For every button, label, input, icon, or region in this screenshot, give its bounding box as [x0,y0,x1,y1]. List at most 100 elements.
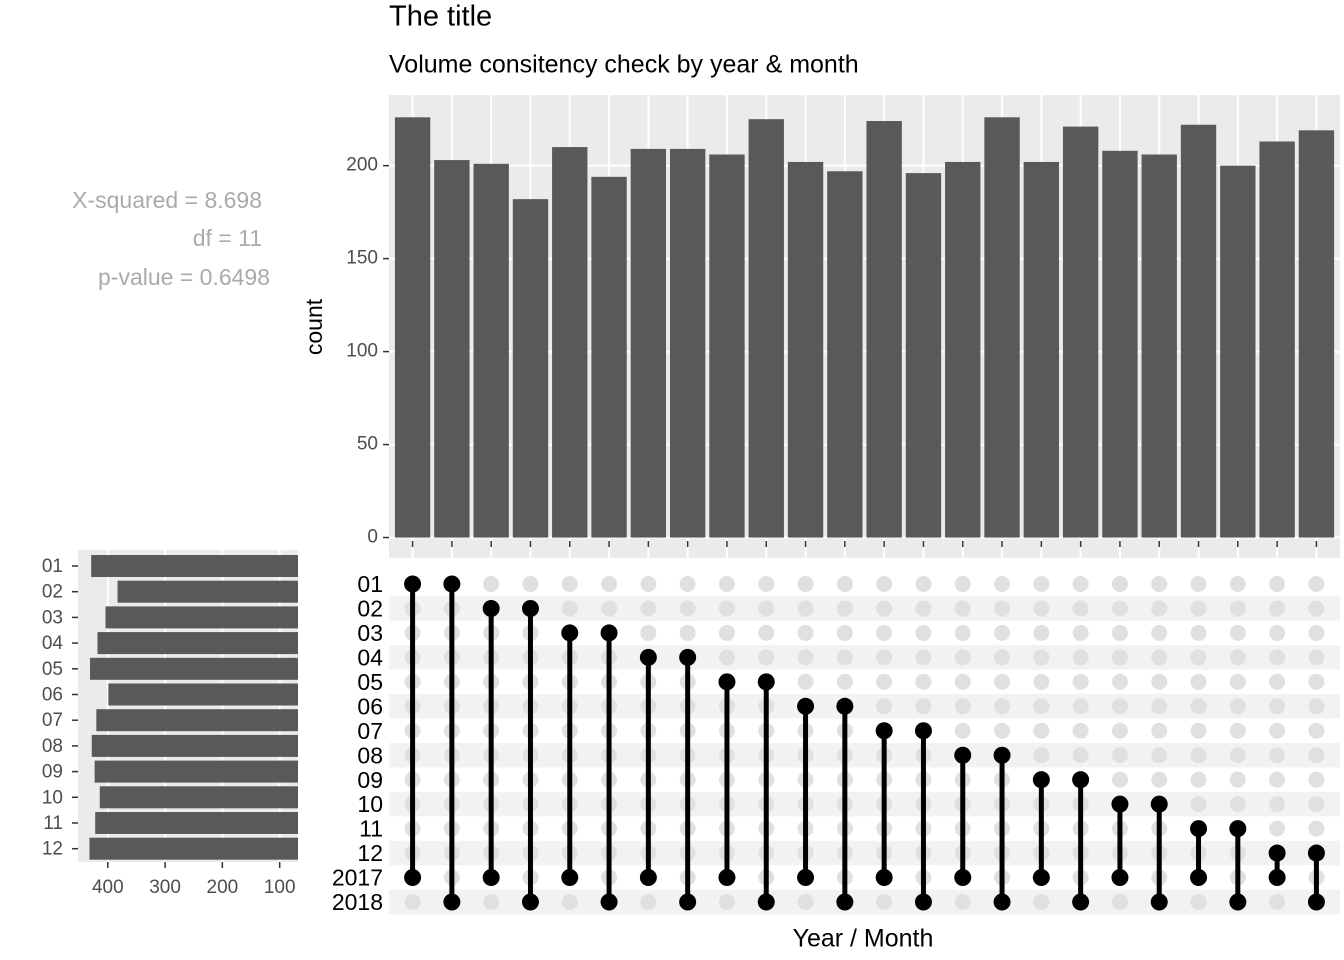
active-dot [836,893,854,911]
inactive-dot [1229,624,1246,641]
inactive-dot [561,576,578,592]
y-tick-label: 08 [42,736,63,757]
inactive-dot [797,893,814,910]
row-stripe [389,889,1340,915]
inactive-dot [797,600,814,617]
inactive-dot [1308,576,1325,592]
inactive-dot [1190,673,1207,690]
row-label: 2017 [332,865,383,891]
active-dot [443,575,461,593]
row-label: 08 [357,742,383,768]
inactive-dot [1190,796,1207,813]
y-tick-label: 200 [346,155,378,176]
bar [90,657,298,680]
x-axis-label: Year / Month [793,925,934,953]
bar [552,147,588,538]
active-dot [875,869,893,887]
inactive-dot [1229,771,1246,788]
active-dot [1229,820,1247,838]
bar [91,734,298,757]
inactive-dot [1269,722,1286,739]
active-dot [914,893,932,911]
y-tick-label: 0 [367,527,378,548]
row-label: 12 [357,840,383,866]
active-dot [600,624,618,642]
active-dot [1190,869,1208,887]
inactive-dot [954,624,971,641]
inactive-dot [876,698,893,715]
bar [96,709,298,732]
y-tick-label: 10 [42,787,63,808]
bar [89,837,298,860]
row-stripe [389,694,1340,719]
inactive-dot [1308,600,1325,617]
y-tick-label: 05 [42,659,63,680]
inactive-dot [1229,576,1246,592]
inactive-dot [1151,722,1168,739]
inactive-dot [876,576,893,592]
inactive-dot [836,673,853,690]
inactive-dot [561,600,578,617]
inactive-dot [404,893,421,910]
inactive-dot [876,673,893,690]
active-dot [1307,893,1325,911]
inactive-dot [758,576,775,592]
row-label: 05 [357,669,383,695]
inactive-dot [1308,649,1325,666]
y-tick-label: 01 [42,556,63,577]
inactive-dot [1151,771,1168,788]
inactive-dot [915,673,932,690]
active-dot [797,697,815,715]
inactive-dot [718,624,735,641]
active-dot [797,869,815,887]
inactive-dot [1111,747,1128,764]
inactive-dot [836,649,853,666]
inactive-dot [1269,771,1286,788]
inactive-dot [1190,624,1207,641]
active-dot [639,648,657,666]
row-stripe [389,742,1340,768]
inactive-dot [718,649,735,666]
bar [827,171,863,538]
row-label: 06 [357,693,383,719]
active-dot [1072,893,1090,911]
inactive-dot [1111,600,1128,617]
active-dot [443,893,461,911]
bar [473,163,509,538]
inactive-dot [1111,893,1128,910]
inactive-dot [836,624,853,641]
inactive-dot [1269,796,1286,813]
inactive-dot [1308,722,1325,739]
bar [91,555,298,577]
active-dot [718,869,736,887]
inactive-dot [1229,698,1246,715]
inactive-dot [1111,673,1128,690]
y-tick-label: 11 [43,813,63,834]
y-tick-label: 12 [42,839,63,860]
active-dot [1307,844,1325,862]
inactive-dot [1111,624,1128,641]
inactive-dot [1151,600,1168,617]
inactive-dot [1190,893,1207,910]
bar [1023,161,1060,538]
bar [117,580,298,603]
row-stripe [389,791,1340,817]
inactive-dot [1111,722,1128,739]
active-dot [875,722,893,740]
inactive-dot [797,673,814,690]
active-dot [561,624,579,642]
inactive-dot [1033,698,1050,715]
active-dot [521,599,539,617]
inactive-dot [797,649,814,666]
x-tick-label: 100 [264,877,296,898]
inactive-dot [640,600,657,617]
active-dot [679,648,697,666]
inactive-dot [915,698,932,715]
inactive-dot [601,576,618,592]
inactive-dot [1269,624,1286,641]
inactive-dot [994,576,1011,592]
inactive-dot [1033,893,1050,910]
inactive-dot [1308,796,1325,813]
inactive-dot [1229,747,1246,764]
bar [709,154,745,538]
